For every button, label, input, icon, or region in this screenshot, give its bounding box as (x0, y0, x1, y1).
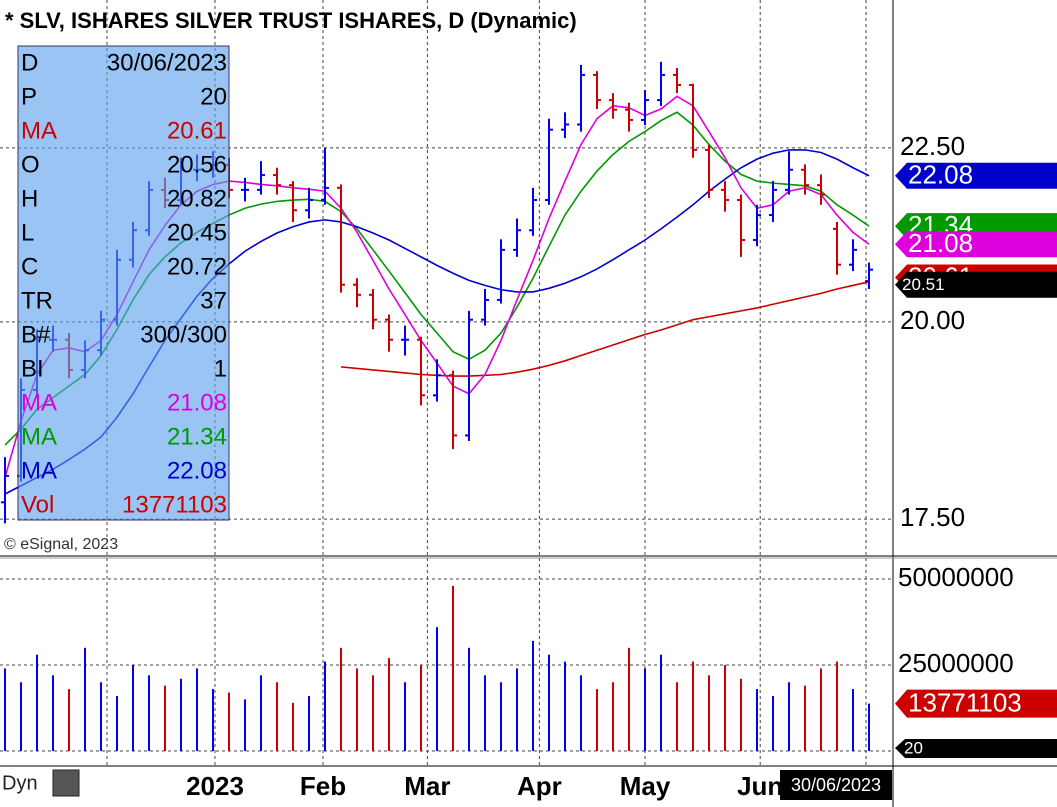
info-value: 300/300 (140, 321, 227, 348)
info-label: L (21, 219, 34, 246)
info-label: D (21, 49, 38, 76)
y-tick-label: 20.00 (900, 305, 965, 335)
x-tick-label: 2023 (186, 771, 244, 801)
info-value: 37 (200, 287, 227, 314)
info-value: 22.08 (167, 457, 227, 484)
info-value: 21.34 (167, 423, 227, 450)
info-label: MA (21, 457, 57, 484)
mode-label: Dyn (2, 772, 38, 794)
info-value: 20.56 (167, 151, 227, 178)
info-label: C (21, 253, 38, 280)
value-label: 21.08 (908, 228, 973, 258)
x-tick-label: Feb (300, 771, 346, 801)
date-box (780, 770, 892, 800)
info-panel: D 30/06/2023 P 20 MA 20.61 O 20.56 H 20.82 L 20.45 C… (17, 45, 230, 521)
moving-average-line (340, 281, 870, 377)
info-value: 20.61 (167, 117, 227, 144)
info-label: MA (21, 117, 57, 144)
value-label: 22.08 (908, 160, 973, 190)
copyright: © eSignal, 2023 (4, 536, 118, 553)
value-label: 20.51 (902, 275, 945, 294)
value-label-box (895, 162, 1057, 189)
y-tick-label: 22.50 (900, 131, 965, 161)
date-label: 30/06/2023 (791, 775, 881, 795)
info-label: P (21, 83, 37, 110)
info-label: TR (21, 287, 53, 314)
info-value: 13771103 (122, 491, 227, 518)
y-tick-label: 25000000 (898, 648, 1014, 678)
x-tick-label: Jun (737, 771, 783, 801)
info-label: BI (21, 355, 44, 382)
grid (0, 0, 893, 765)
y-tick-label: 17.50 (900, 502, 965, 532)
period-box (895, 739, 1057, 758)
info-label: H (21, 185, 38, 212)
info-value: 30/06/2023 (107, 49, 227, 76)
info-value: 20.72 (167, 253, 227, 280)
value-label-box (895, 231, 1057, 258)
info-panel-box (17, 45, 230, 521)
value-label-box (895, 689, 1057, 718)
x-tick-label: May (620, 771, 671, 801)
info-value: 1 (214, 355, 227, 382)
info-label: B# (21, 321, 51, 348)
info-label: MA (21, 389, 57, 416)
chart-title: * SLV, ISHARES SILVER TRUST ISHARES, D (… (5, 8, 577, 33)
y-tick-label: 50000000 (898, 562, 1014, 592)
x-tick-label: Mar (404, 771, 450, 801)
info-value: 21.08 (167, 389, 227, 416)
value-label-box (895, 271, 1057, 298)
value-label: 13771103 (908, 688, 1022, 718)
info-label: MA (21, 423, 57, 450)
volume-panel (4, 585, 870, 751)
info-value: 20.45 (167, 219, 227, 246)
info-value: 20 (200, 83, 227, 110)
x-tick-label: Apr (517, 771, 562, 801)
info-label: Vol (21, 491, 54, 518)
period-label: 20 (904, 738, 923, 757)
info-value: 20.82 (167, 185, 227, 212)
lock-icon[interactable] (52, 769, 80, 797)
info-label: O (21, 151, 40, 178)
axes: 22.50 20.00 17.50 50000000 25000000 2023 Feb Ma… (186, 131, 1057, 801)
